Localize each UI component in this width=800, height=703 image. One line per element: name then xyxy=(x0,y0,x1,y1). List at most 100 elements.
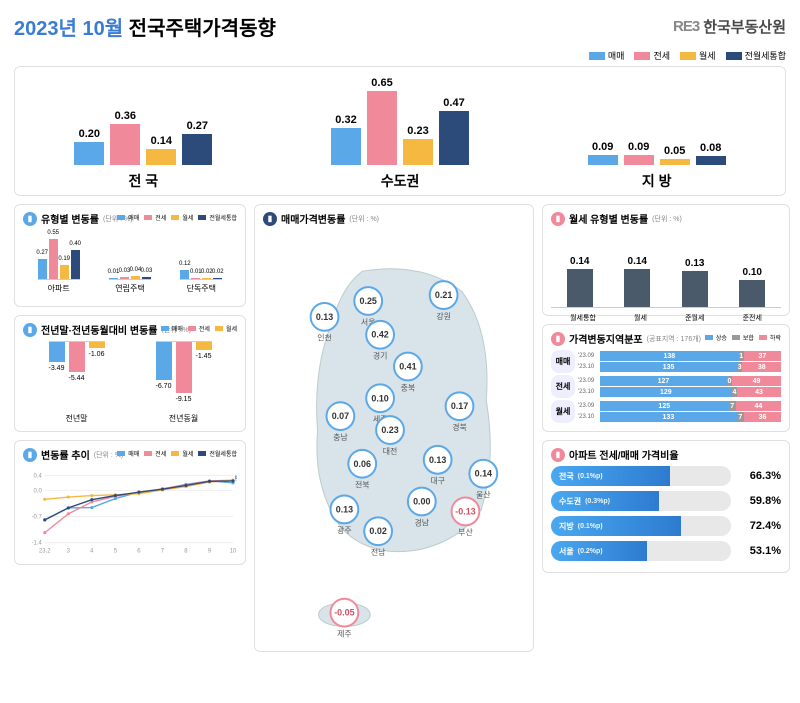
svg-text:전북: 전북 xyxy=(355,480,370,490)
dist-category: 월세'23.09 125 7 44 '23.10 133 7 36 xyxy=(551,400,781,423)
panel-title: 매매가격변동률 xyxy=(281,211,345,226)
svg-text:23.2: 23.2 xyxy=(39,549,51,555)
svg-text:0.21: 0.21 xyxy=(435,290,452,300)
svg-text:0.42: 0.42 xyxy=(371,330,388,340)
bar: -5.44 xyxy=(69,342,85,372)
svg-text:6: 6 xyxy=(137,549,141,555)
svg-text:0.4: 0.4 xyxy=(34,473,43,479)
svg-text:0.13: 0.13 xyxy=(429,455,446,465)
logo-code: RE3 xyxy=(673,18,699,35)
bar-label: 월세 xyxy=(634,313,647,323)
svg-text:10: 10 xyxy=(230,549,237,555)
chart-icon: ▮ xyxy=(23,212,37,226)
svg-text:경북: 경북 xyxy=(452,422,467,432)
chart-icon: ▮ xyxy=(551,448,565,462)
bar: -9.15 xyxy=(176,342,192,393)
panel-title: 유형별 변동률 xyxy=(41,211,99,226)
bar: 0.27 xyxy=(182,134,212,165)
svg-text:-0.7: -0.7 xyxy=(32,514,42,520)
legend-item: 월세 xyxy=(680,49,716,62)
ratio-row: 지방(0.1%p) 72.4% xyxy=(551,516,781,536)
ratio-row: 서울(0.2%p) 53.1% xyxy=(551,541,781,561)
svg-text:0.0: 0.0 xyxy=(34,488,43,494)
svg-text:대구: 대구 xyxy=(430,477,445,486)
svg-text:0.13: 0.13 xyxy=(336,504,353,514)
svg-text:0.13: 0.13 xyxy=(316,312,333,322)
bar: 0.02 xyxy=(202,278,211,279)
bar: 0.65 xyxy=(367,91,397,165)
svg-text:5: 5 xyxy=(114,549,118,555)
svg-text:대전: 대전 xyxy=(383,446,398,456)
chart-icon: ▮ xyxy=(23,448,37,462)
svg-text:충남: 충남 xyxy=(333,433,348,442)
dashboard: 2023년 10월 전국주택가격동향 RE3 한국부동산원 매매전세월세전월세통… xyxy=(0,0,800,703)
bar: 0.19 xyxy=(60,265,69,279)
svg-text:울산: 울산 xyxy=(476,490,491,500)
unit: (단위 : %) xyxy=(652,214,682,224)
bar-label: 월세통합 xyxy=(570,313,596,323)
svg-text:전남: 전남 xyxy=(371,547,386,557)
svg-text:0.07: 0.07 xyxy=(332,411,349,421)
bar: 0.02 xyxy=(213,278,222,279)
dist-category: 전세'23.09 127 0 49 '23.10 129 4 43 xyxy=(551,375,781,398)
panel-title: 아파트 전세/매매 가격비율 xyxy=(569,447,679,462)
trend-panel: ▮ 변동률 추이 (단위 : %) 매매전세월세전월세통합 -1.4-0.70.… xyxy=(14,440,246,565)
svg-text:0.02: 0.02 xyxy=(369,526,386,536)
bar: -1.06 xyxy=(89,342,105,348)
page-title: 2023년 10월 전국주택가격동향 xyxy=(14,12,276,41)
svg-text:7: 7 xyxy=(161,549,164,555)
bar: 0.55 xyxy=(49,239,58,279)
svg-text:경기: 경기 xyxy=(373,351,388,361)
chart-icon: ▮ xyxy=(551,212,565,226)
logo-name: 한국부동산원 xyxy=(703,16,786,37)
bar: 0.27 xyxy=(38,259,47,279)
unit: (공표지역 : 176개) xyxy=(647,334,701,344)
svg-text:0.00: 0.00 xyxy=(413,496,430,506)
panel-title: 월세 유형별 변동률 xyxy=(569,211,648,226)
bar: 0.09 xyxy=(624,155,654,165)
svg-text:광주: 광주 xyxy=(337,525,352,535)
legend-item: 매매 xyxy=(589,49,625,62)
svg-text:-0.13: -0.13 xyxy=(455,506,475,516)
svg-text:0.25: 0.25 xyxy=(360,296,377,306)
map-icon: ▮ xyxy=(263,212,277,226)
bar: 0.47 xyxy=(439,111,469,165)
svg-text:0.17: 0.17 xyxy=(451,401,468,411)
bar: 0.32 xyxy=(331,128,361,165)
bar: -3.49 xyxy=(49,342,65,362)
bar: 0.12 xyxy=(180,270,189,279)
monthly-type-panel: ▮ 월세 유형별 변동률 (단위 : %) 0.140.140.130.10 월… xyxy=(542,204,790,316)
bar-group: 0.200.360.140.27전 국 xyxy=(15,77,272,191)
svg-text:충북: 충북 xyxy=(401,383,416,392)
ratio-row: 수도권(0.3%p) 59.8% xyxy=(551,491,781,511)
svg-text:9: 9 xyxy=(208,549,212,555)
map-panel: ▮ 매매가격변동률 (단위 : %) 0.13 인천 0.25 서울 0.42 … xyxy=(254,204,534,652)
svg-text:인천: 인천 xyxy=(317,333,332,343)
yoy-panel: ▮ 전년말·전년동월대비 변동률 (단위 : %) 매매전세월세 -3.49-5… xyxy=(14,315,246,432)
panel-title: 변동률 추이 xyxy=(41,447,90,462)
bar-label: 준전세 xyxy=(743,313,762,323)
bar: 0.23 xyxy=(403,139,433,165)
panel-title: 전년말·전년동월대비 변동률 xyxy=(41,322,158,337)
bar: -1.45 xyxy=(196,342,212,350)
svg-text:제주: 제주 xyxy=(337,629,352,638)
bar: 0.03 xyxy=(120,277,129,279)
legend-item: 전세 xyxy=(634,49,670,62)
title-date: 2023년 10월 xyxy=(14,18,123,40)
svg-text:강원: 강원 xyxy=(436,311,451,321)
bar-label: 준월세 xyxy=(685,313,704,323)
bar: 0.03 xyxy=(142,277,151,279)
bar: 0.05 xyxy=(660,159,690,165)
bar: 0.14 xyxy=(567,269,593,308)
bar: 0.01 xyxy=(109,278,118,279)
svg-text:0.25: 0.25 xyxy=(235,475,237,481)
title-text: 전국주택가격동향 xyxy=(129,18,276,40)
ratio-panel: ▮ 아파트 전세/매매 가격비율 전국(0.1%p) 66.3% 수도권(0.3… xyxy=(542,440,790,573)
header: 2023년 10월 전국주택가격동향 RE3 한국부동산원 xyxy=(14,12,786,41)
bar: 0.04 xyxy=(131,276,140,279)
main-bar-chart: 0.200.360.140.27전 국0.320.650.230.47수도권0.… xyxy=(14,66,786,196)
bar: 0.20 xyxy=(74,142,104,165)
svg-text:8: 8 xyxy=(184,549,188,555)
regional-dist-panel: ▮ 가격변동지역분포 (공표지역 : 176개) 상승보합하락 매매'23.09… xyxy=(542,324,790,432)
bar-group: 0.320.650.230.47수도권 xyxy=(272,77,529,191)
